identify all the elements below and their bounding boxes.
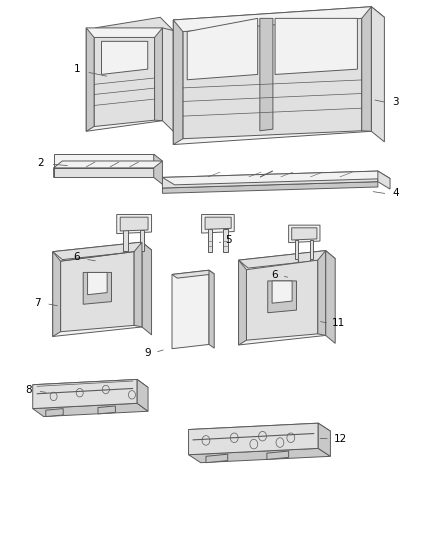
Polygon shape [123,230,127,251]
Polygon shape [260,18,273,131]
Polygon shape [208,229,212,252]
Polygon shape [98,406,116,414]
Polygon shape [53,242,142,336]
Polygon shape [188,423,330,438]
Polygon shape [134,242,142,327]
Polygon shape [205,217,231,229]
Text: 2: 2 [37,158,44,167]
Polygon shape [162,182,378,193]
Polygon shape [53,154,154,168]
Polygon shape [201,215,234,233]
Polygon shape [267,451,289,459]
Text: 1: 1 [74,64,80,74]
Text: 4: 4 [392,188,399,198]
Polygon shape [292,228,317,240]
Circle shape [258,431,266,441]
Polygon shape [137,379,148,411]
Text: 6: 6 [73,253,80,262]
Polygon shape [162,171,378,188]
Polygon shape [239,260,247,345]
Polygon shape [223,229,228,252]
Polygon shape [362,7,371,131]
Polygon shape [268,281,297,313]
Text: 5: 5 [225,235,232,245]
Text: 8: 8 [25,385,32,395]
Polygon shape [53,168,154,177]
Polygon shape [53,161,162,168]
Polygon shape [53,168,154,177]
Polygon shape [46,409,63,417]
Polygon shape [173,20,183,144]
Polygon shape [209,270,214,348]
Polygon shape [86,28,94,131]
Polygon shape [154,154,162,184]
Polygon shape [173,7,371,144]
Polygon shape [378,171,390,189]
Polygon shape [239,251,335,268]
Polygon shape [173,7,385,30]
Polygon shape [102,42,148,75]
Text: 11: 11 [332,318,345,328]
Polygon shape [247,260,318,340]
Circle shape [128,391,135,399]
Polygon shape [140,230,144,251]
Polygon shape [289,225,320,243]
Circle shape [276,438,284,447]
Circle shape [76,389,83,397]
Text: 7: 7 [34,297,41,308]
Polygon shape [53,242,152,260]
Polygon shape [120,217,148,231]
Circle shape [102,385,110,394]
Polygon shape [172,270,214,278]
Polygon shape [88,272,107,295]
Text: 9: 9 [144,349,151,359]
Polygon shape [117,215,152,233]
Polygon shape [33,379,137,409]
Polygon shape [188,423,318,455]
Circle shape [287,433,295,442]
Polygon shape [310,240,313,259]
Polygon shape [155,28,162,120]
Polygon shape [275,18,357,75]
Polygon shape [95,17,173,41]
Polygon shape [318,251,325,335]
Text: 6: 6 [272,270,278,280]
Polygon shape [60,252,134,332]
Text: 3: 3 [392,97,399,107]
Polygon shape [239,251,325,345]
Polygon shape [53,252,60,336]
Circle shape [230,433,238,442]
Polygon shape [33,403,148,417]
Polygon shape [325,251,335,343]
Polygon shape [33,379,148,393]
Polygon shape [86,28,162,131]
Polygon shape [162,171,390,185]
Polygon shape [272,281,292,303]
Polygon shape [187,18,258,80]
Polygon shape [371,7,385,142]
Polygon shape [295,240,298,259]
Polygon shape [83,272,112,304]
Polygon shape [94,37,155,126]
Polygon shape [188,448,330,463]
Polygon shape [318,423,330,456]
Polygon shape [206,454,228,463]
Circle shape [50,392,57,401]
Polygon shape [172,270,209,349]
Text: 12: 12 [333,434,346,444]
Polygon shape [162,28,173,131]
Polygon shape [142,242,152,335]
Polygon shape [183,18,362,139]
Circle shape [202,435,210,445]
Circle shape [250,439,258,449]
